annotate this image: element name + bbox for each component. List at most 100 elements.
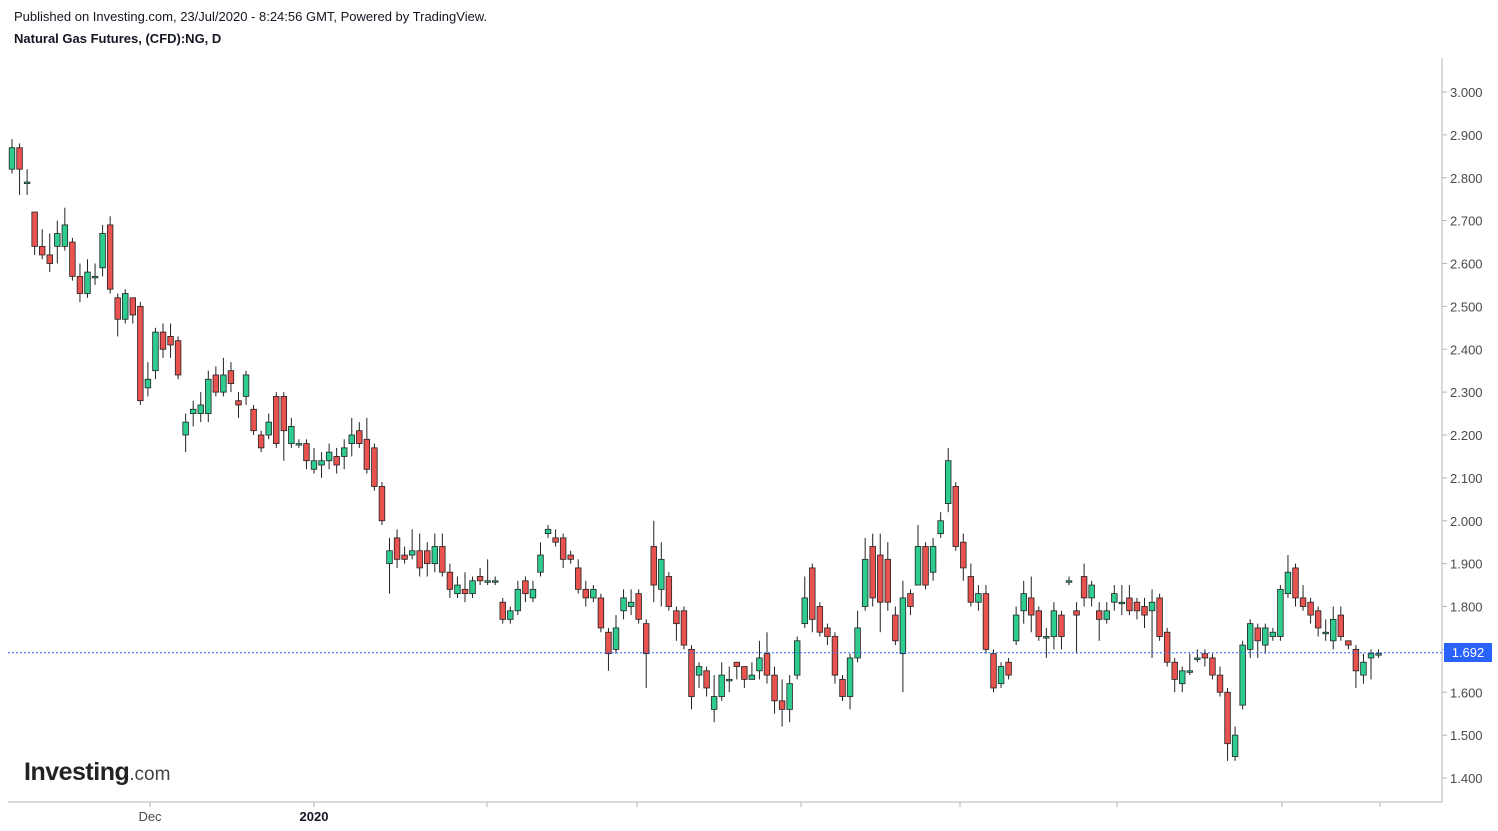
- candle-body-down: [1345, 640, 1352, 646]
- candle-body-down: [129, 297, 136, 316]
- candle-body-up: [1111, 593, 1118, 603]
- candle-body-down: [831, 636, 839, 676]
- candle-body-down: [1058, 614, 1065, 637]
- candle-body-down: [446, 571, 454, 590]
- candle: [680, 606, 688, 650]
- candle: [303, 439, 310, 470]
- x-tick-label: Dec: [138, 809, 162, 824]
- candle: [960, 533, 967, 581]
- candle: [1126, 585, 1133, 616]
- candle: [741, 666, 748, 688]
- candle: [1179, 666, 1186, 693]
- candle: [1012, 606, 1020, 646]
- candle-body-down: [575, 567, 582, 590]
- candle: [831, 632, 839, 684]
- candle: [23, 169, 31, 195]
- candle-body-down: [884, 558, 891, 603]
- candle: [567, 550, 574, 564]
- candle: [122, 289, 129, 324]
- candle: [688, 645, 695, 710]
- candle: [1337, 606, 1344, 641]
- candle-body-up: [1043, 636, 1050, 639]
- candle-body-up: [975, 593, 982, 603]
- candle: [1360, 653, 1367, 684]
- candle: [1330, 606, 1337, 650]
- candle-body-down: [476, 576, 484, 582]
- candle-body-down: [824, 627, 831, 637]
- candle-body-down: [869, 546, 876, 599]
- candle-body-down: [1314, 610, 1322, 629]
- candle-body-down: [1307, 601, 1314, 616]
- candle-body-down: [1035, 610, 1042, 637]
- candle: [69, 237, 76, 281]
- candle: [174, 336, 182, 380]
- candle-body-down: [567, 554, 574, 560]
- candle-body-up: [612, 627, 620, 650]
- candle-body-down: [877, 554, 884, 603]
- candle: [144, 362, 152, 397]
- candle: [273, 392, 280, 448]
- candle-body-down: [250, 408, 257, 432]
- candle-body-down: [416, 550, 423, 569]
- candle: [665, 572, 673, 611]
- candle-body-down: [643, 623, 650, 655]
- candle: [431, 533, 438, 573]
- candle: [280, 392, 287, 461]
- candle: [16, 143, 23, 195]
- candle-body-up: [340, 447, 348, 457]
- candle: [914, 525, 922, 586]
- candle: [650, 520, 657, 603]
- candle: [61, 207, 69, 251]
- candle: [1028, 576, 1035, 633]
- candle-body-down: [46, 254, 53, 264]
- candle-body-down: [1080, 576, 1088, 599]
- candle-body-down: [552, 537, 559, 543]
- candle-body-up: [590, 588, 597, 599]
- candle-body-up: [1375, 653, 1382, 656]
- y-tick-label: 1.900: [1450, 557, 1483, 572]
- candle-body-up: [1277, 588, 1284, 637]
- candle-body-down: [778, 700, 786, 710]
- candle-body-up: [537, 554, 544, 573]
- candle: [152, 327, 159, 380]
- y-tick-label: 2.700: [1450, 214, 1483, 229]
- candle-body-up: [288, 426, 295, 444]
- candle-body-down: [839, 678, 846, 697]
- candle: [1005, 657, 1012, 680]
- candle-body-up: [718, 674, 725, 697]
- candle: [1367, 649, 1375, 680]
- candle-body-down: [393, 537, 401, 560]
- candle-body-up: [854, 627, 861, 659]
- candle: [39, 229, 46, 260]
- candle-body-up: [1118, 601, 1126, 605]
- candle: [854, 610, 861, 663]
- candle-body-down: [990, 653, 997, 689]
- candle-body-up: [454, 584, 461, 595]
- candle-body-down: [212, 374, 220, 393]
- candle: [46, 233, 53, 273]
- candle-body-down: [401, 554, 408, 560]
- candle-body-down: [257, 434, 265, 449]
- candle-body-down: [680, 610, 688, 646]
- candle-body-down: [522, 580, 529, 595]
- candle-body-down: [597, 597, 605, 629]
- candle-body-down: [1337, 614, 1344, 637]
- candle-body-up: [658, 558, 665, 590]
- chart-axes: [8, 58, 1443, 803]
- y-tick-label: 2.200: [1450, 428, 1483, 443]
- candle-body-down: [1073, 610, 1080, 616]
- candle: [491, 576, 499, 586]
- candle-body-down: [273, 396, 280, 444]
- candle: [333, 447, 340, 474]
- candle: [861, 537, 869, 611]
- candle: [1058, 610, 1065, 650]
- candle: [1314, 606, 1322, 637]
- candle: [265, 413, 272, 440]
- candle: [348, 417, 355, 457]
- candle-body-down: [907, 593, 914, 607]
- y-tick-label: 2.300: [1450, 385, 1483, 400]
- candle: [635, 589, 642, 624]
- candle: [952, 482, 959, 551]
- candle: [1284, 555, 1292, 598]
- candle: [544, 525, 552, 538]
